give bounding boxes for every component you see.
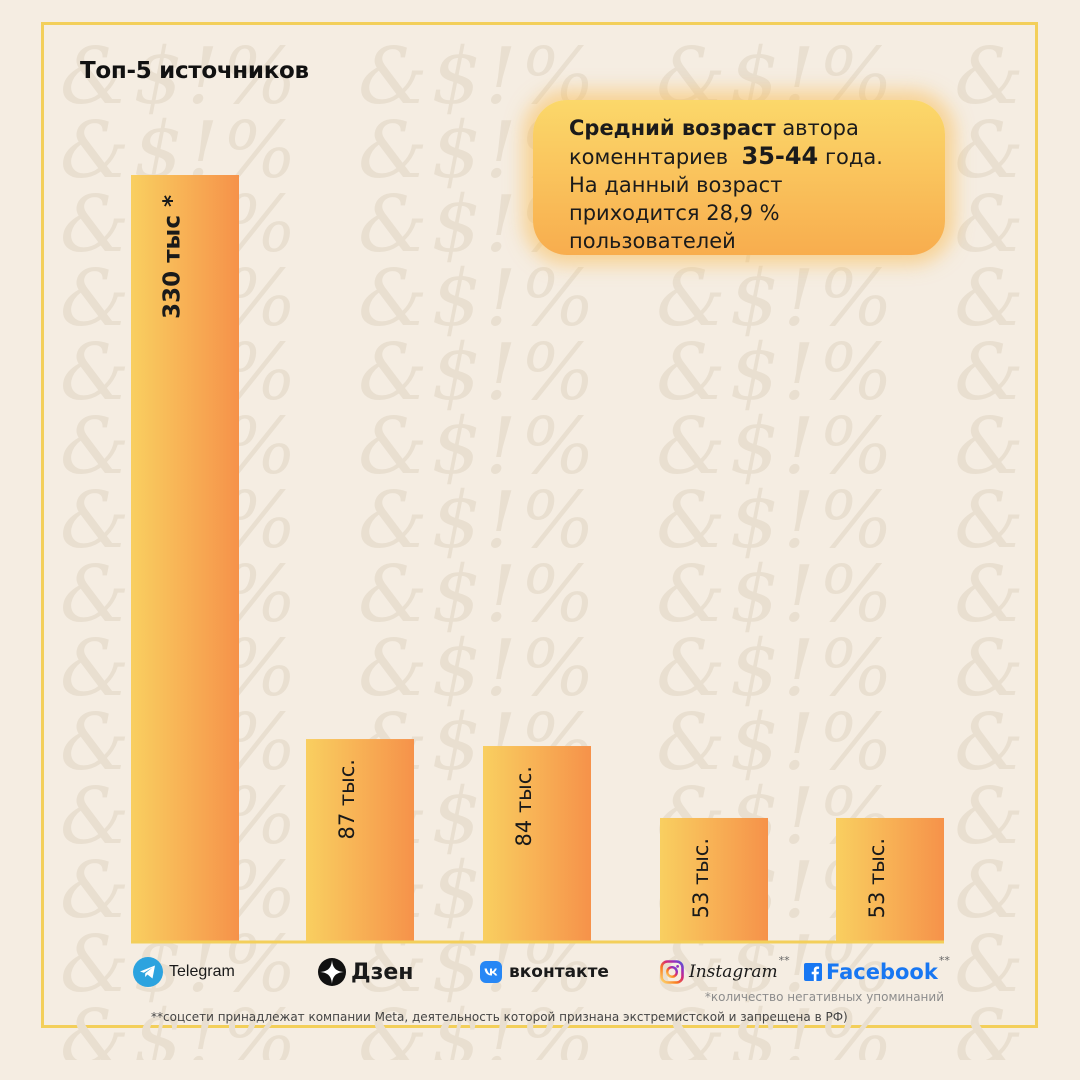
label-vk: вконтакте (480, 954, 609, 990)
telegram-label: Telegram (169, 963, 235, 980)
bar-facebook (836, 817, 944, 941)
dzen-label: Дзен (351, 959, 414, 985)
bar-value-label: 84 тыс. (512, 766, 536, 846)
bar-value-label: 330 тыс * (160, 195, 186, 319)
label-dzen: Дзен (318, 954, 414, 990)
label-instagram: Instagram ** (660, 954, 790, 990)
bar-value-label: 87 тыс. (335, 759, 359, 839)
bar-вконтакте (483, 746, 591, 941)
callout-age-range: 35-44 (741, 142, 819, 170)
label-telegram: Telegram (133, 954, 235, 990)
footnote-meta: **соцсети принадлежат компании Meta, дея… (151, 1010, 848, 1024)
instagram-label: Instagram (689, 962, 778, 982)
vk-label: вконтакте (509, 962, 609, 982)
instagram-footnote-mark: ** (778, 953, 790, 967)
telegram-icon (133, 957, 163, 987)
bar-value-label: 53 тыс. (689, 838, 713, 918)
bar-дзен (306, 739, 414, 941)
callout-line-5: пользователей (569, 229, 736, 253)
callout-line-2: коменнтариев 35-44 года. (569, 142, 915, 171)
average-age-callout: Средний возраст автора коменнтариев 35-4… (533, 100, 945, 255)
label-facebook: Facebook ** (804, 954, 950, 990)
frame-border (41, 22, 1038, 1028)
callout-heading: Средний возраст (569, 116, 776, 140)
vk-icon (480, 961, 502, 983)
callout-line-3: На данный возраст (569, 173, 783, 197)
callout-line-1: Средний возраст автора (569, 114, 915, 142)
bar-telegram (131, 175, 239, 941)
bar-value-label: 53 тыс. (865, 838, 889, 918)
callout-line2-rest: года. (824, 145, 883, 169)
chart-title: Топ-5 источников (80, 58, 309, 84)
callout-line-4: приходится 28,9 % (569, 201, 780, 225)
dzen-icon (318, 958, 346, 986)
footnote-negative-mentions: *количество негативных упоминаний (704, 990, 944, 1004)
bar-instagram (660, 817, 768, 941)
facebook-label: Facebook (826, 960, 938, 984)
facebook-footnote-mark: ** (938, 953, 950, 967)
callout-line1-rest: автора (775, 116, 859, 140)
instagram-icon (660, 960, 684, 984)
facebook-icon (804, 963, 822, 981)
callout-line2-text: коменнтариев (569, 145, 729, 169)
